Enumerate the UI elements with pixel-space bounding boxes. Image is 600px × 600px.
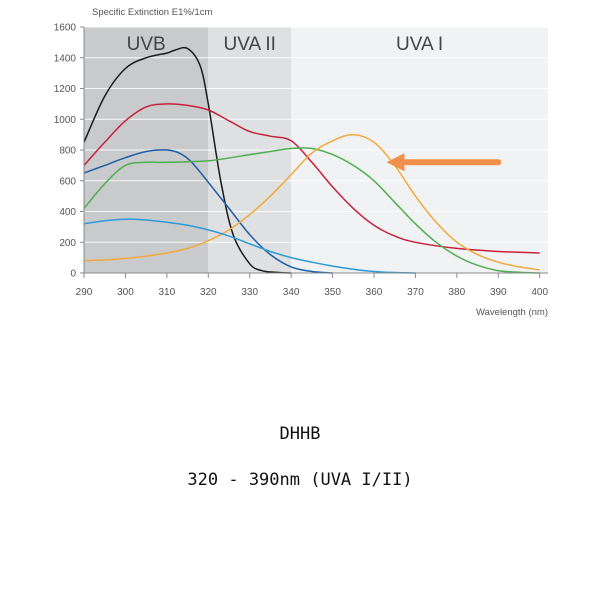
series-line-2 bbox=[83, 149, 333, 274]
y-axis-title: Specific Extinction E1%/1cm bbox=[92, 7, 212, 18]
x-tick-label-7: 360 bbox=[366, 287, 383, 298]
region-label-2: UVA I bbox=[396, 34, 443, 55]
x-tick-label-2: 310 bbox=[159, 287, 176, 298]
series-line-1 bbox=[83, 103, 540, 254]
x-tick-label-11: 400 bbox=[531, 287, 548, 298]
x-tick-label-5: 340 bbox=[283, 287, 300, 298]
y-tick-label-0: 0 bbox=[70, 269, 76, 280]
caption-title: DHHB bbox=[279, 424, 321, 444]
y-tick-label-4: 800 bbox=[59, 146, 76, 157]
y-tick-label-7: 1400 bbox=[54, 53, 77, 64]
series-line-0 bbox=[83, 46, 292, 274]
chart-area: Specific Extinction E1%/1cm UVB UVA II UVA… bbox=[54, 7, 549, 318]
x-tick-label-6: 350 bbox=[324, 287, 341, 298]
region-label-0: UVB bbox=[127, 34, 166, 55]
y-tick-label-3: 600 bbox=[59, 176, 76, 187]
y-tick-label-1: 200 bbox=[59, 238, 76, 249]
y-tick-label-2: 400 bbox=[59, 207, 76, 218]
x-tick-label-0: 290 bbox=[76, 287, 93, 298]
series-line-4 bbox=[83, 133, 540, 271]
x-tick-label-9: 380 bbox=[449, 287, 466, 298]
x-axis-title: Wavelength (nm) bbox=[476, 307, 548, 318]
x-tick-label-1: 300 bbox=[117, 287, 134, 298]
region-labels: UVB UVA II UVA I bbox=[127, 34, 444, 55]
region-label-1: UVA II bbox=[223, 34, 275, 55]
y-axis: 0 200 400 600 800 1000 1200 1400 1600 bbox=[54, 23, 85, 280]
x-tick-label-3: 320 bbox=[200, 287, 217, 298]
caption-range: 320 - 390nm (UVA I/II) bbox=[187, 470, 413, 490]
y-tick-label-8: 1600 bbox=[54, 23, 77, 34]
series-line-5 bbox=[83, 218, 416, 274]
extinction-chart: Specific Extinction E1%/1cm UVB UVA II UVA… bbox=[54, 7, 549, 318]
arrow-head bbox=[386, 153, 405, 172]
y-tick-label-5: 1000 bbox=[54, 115, 77, 126]
annotation-arrow bbox=[386, 153, 502, 172]
series-lines bbox=[83, 46, 540, 274]
series-line-3 bbox=[83, 147, 540, 274]
y-tick-label-6: 1200 bbox=[54, 84, 77, 95]
x-tick-label-4: 330 bbox=[241, 287, 258, 298]
x-tick-label-10: 390 bbox=[490, 287, 507, 298]
x-axis: 290 300 310 320 330 340 350 360 370 380 390 400 bbox=[76, 272, 548, 298]
x-tick-label-8: 370 bbox=[407, 287, 424, 298]
